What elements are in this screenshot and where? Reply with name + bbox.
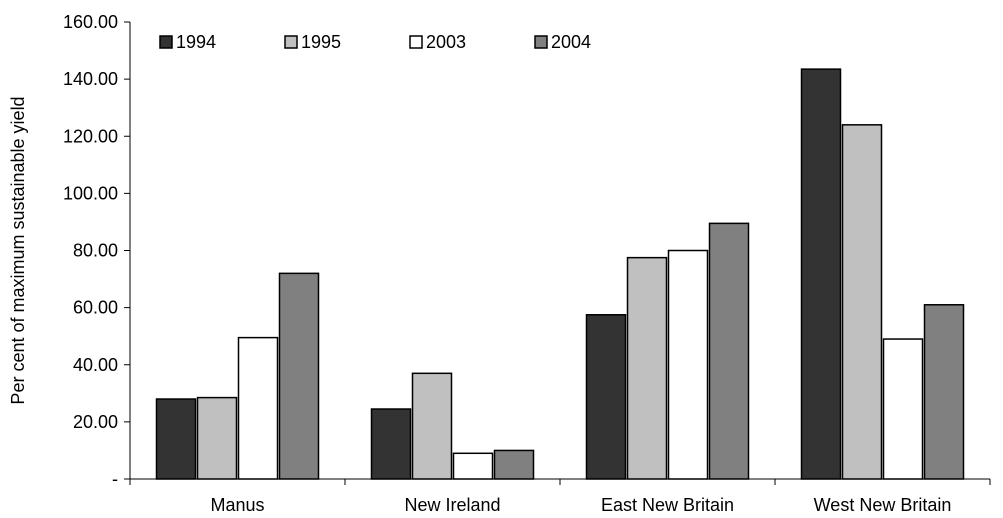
x-tick-label: East New Britain (601, 495, 734, 515)
x-tick-label: West New Britain (814, 495, 952, 515)
bar-1995-new-ireland (411, 372, 453, 480)
bar-2004-east-new-britain (708, 222, 750, 480)
bar-1994-west-new-britain (800, 68, 842, 480)
bar-2003-east-new-britain (667, 249, 709, 480)
y-tick-label: 120.00 (63, 126, 118, 146)
legend: 1994 1995 2003 2004 (159, 32, 591, 52)
bar-1994-manus (155, 398, 197, 480)
bar-1995-manus (196, 396, 238, 480)
x-tick-label: New Ireland (404, 495, 500, 515)
bar-2004-west-new-britain (923, 304, 965, 480)
y-tick-label: 20.00 (73, 412, 118, 432)
x-tick-label: Manus (210, 495, 264, 515)
y-tick-label: 80.00 (73, 241, 118, 261)
bar-2003-new-ireland (452, 452, 494, 480)
bar-1995-west-new-britain (841, 124, 883, 480)
y-tick-label: 60.00 (73, 298, 118, 318)
legend-label-2004: 2004 (551, 32, 591, 52)
legend-swatch-1994 (159, 35, 173, 49)
axes: - 20.00 40.00 60.00 80.00 100.00 120.00 140.00 1… (63, 12, 991, 515)
bar-1994-east-new-britain (585, 314, 627, 480)
legend-swatch-2003 (409, 35, 423, 49)
bar-2004-new-ireland (493, 449, 535, 480)
y-tick-label: 160.00 (63, 12, 118, 32)
legend-label-2003: 2003 (426, 32, 466, 52)
y-axis-label: Per cent of maximum sustainable yield (8, 96, 28, 404)
bar-2003-west-new-britain (882, 338, 924, 480)
bar-2004-manus (278, 272, 320, 480)
legend-swatch-2004 (534, 35, 548, 49)
y-tick-label: 100.00 (63, 183, 118, 203)
y-tick-label: 140.00 (63, 69, 118, 89)
bars (155, 68, 965, 480)
bar-1994-new-ireland (370, 408, 412, 480)
y-tick-label: - (112, 469, 118, 489)
y-tick-label: 40.00 (73, 355, 118, 375)
legend-label-1995: 1995 (301, 32, 341, 52)
bar-1995-east-new-britain (626, 256, 668, 480)
legend-swatch-1995 (284, 35, 298, 49)
bar-2003-manus (237, 336, 279, 480)
legend-label-1994: 1994 (176, 32, 216, 52)
